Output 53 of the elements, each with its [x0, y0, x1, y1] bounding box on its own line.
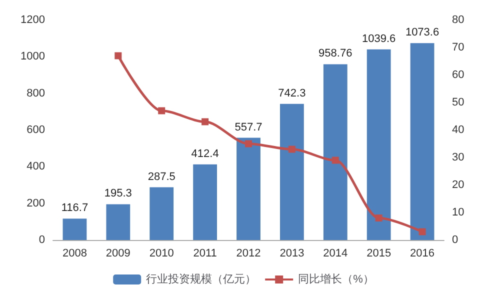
bar [410, 43, 434, 240]
point [114, 52, 122, 60]
y2-tick-label: 70 [452, 42, 464, 54]
y2-tick-label: 20 [452, 179, 464, 191]
bar [193, 164, 218, 240]
point [375, 214, 382, 222]
bar [280, 104, 304, 240]
data-label: 1073.6 [405, 26, 440, 39]
data-label: 116.7 [61, 202, 88, 214]
data-label: 958.76 [318, 48, 352, 60]
y-tick-label: 600 [26, 124, 45, 136]
bar [236, 138, 260, 240]
legend-label: 同比增长（%） [298, 272, 374, 286]
y2-tick-label: 10 [452, 206, 464, 218]
y2-tick-label: 40 [452, 124, 464, 136]
y2-tick-label: 80 [452, 14, 464, 26]
point [418, 228, 426, 236]
point [202, 118, 209, 126]
data-label: 195.3 [104, 188, 132, 200]
bar [106, 204, 130, 240]
y-tick-label: 200 [26, 197, 45, 210]
y-tick-label: 0 [38, 234, 45, 246]
y-tick-label: 1000 [20, 50, 45, 63]
y-tick-label: 1200 [20, 14, 45, 26]
bar [323, 64, 348, 240]
bar [150, 187, 174, 240]
x-tick-label: 2009 [106, 248, 130, 260]
point [332, 156, 339, 164]
x-tick-label: 2012 [236, 248, 261, 260]
x-tick-label: 2014 [323, 248, 348, 260]
y2-tick-label: 50 [452, 96, 464, 108]
legend-label: 行业投资规模（亿元） [146, 272, 256, 286]
bar [62, 218, 87, 240]
point [245, 140, 252, 148]
y2-tick-label: 30 [452, 152, 464, 164]
x-tick-label: 2008 [62, 248, 87, 260]
x-tick-label: 2010 [149, 248, 174, 260]
data-label: 1039.6 [362, 32, 396, 45]
x-tick-label: 2011 [193, 248, 217, 260]
y2-tick-label: 0 [452, 234, 458, 246]
data-label: 412.4 [191, 148, 219, 160]
y-tick-label: 400 [26, 160, 45, 173]
data-label: 557.7 [234, 121, 262, 134]
x-tick-label: 2016 [410, 248, 435, 260]
point [288, 146, 296, 153]
point [158, 107, 166, 114]
x-tick-label: 2015 [366, 248, 392, 260]
data-label: 742.3 [278, 87, 306, 100]
bar [366, 49, 391, 240]
y2-tick-label: 60 [452, 69, 464, 81]
y-tick-label: 800 [26, 87, 45, 100]
data-label: 287.5 [148, 170, 176, 183]
x-tick-label: 2013 [280, 248, 304, 260]
